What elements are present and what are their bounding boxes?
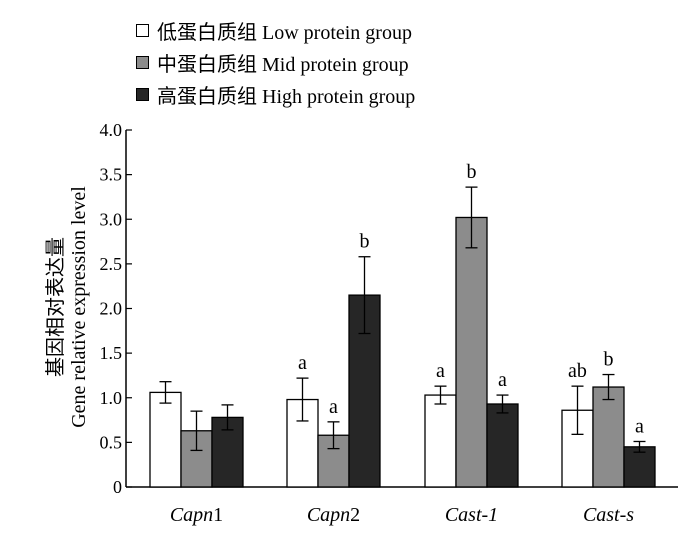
x-tick-label: Capn2 [307, 504, 360, 526]
x-tick-label: Cast-s [583, 504, 634, 526]
significance-label: b [360, 231, 370, 253]
bar [424, 394, 457, 488]
legend-item: 中蛋白质组 Mid protein group [136, 46, 415, 78]
y-axis-label-cn: 基因相对表达量 [44, 237, 67, 377]
legend-label: 低蛋白质组 Low protein group [157, 21, 412, 44]
legend-item: 高蛋白质组 High protein group [136, 78, 415, 110]
x-tick-label: Cast-1 [445, 504, 498, 526]
bar [592, 386, 625, 488]
significance-label: b [604, 349, 614, 371]
y-axis-label: 基因相对表达量 Gene relative expression level [44, 186, 90, 428]
significance-label: b [467, 161, 477, 183]
y-tick-label: 0 [113, 477, 122, 497]
legend-label: 高蛋白质组 High protein group [157, 85, 416, 108]
y-axis-label-en: Gene relative expression level [68, 186, 90, 428]
y-tick-label: 3.0 [100, 209, 123, 229]
y-tick-label: 4.0 [100, 120, 123, 140]
significance-label: a [498, 369, 507, 391]
bar [455, 216, 488, 488]
significance-label: ab [568, 360, 587, 382]
x-tick-label: Capn1 [170, 504, 223, 526]
legend-swatch [136, 23, 149, 37]
y-tick-label: 2.0 [100, 299, 123, 319]
significance-label: a [329, 396, 338, 418]
legend-swatch [136, 55, 149, 69]
legend-swatch [136, 87, 149, 101]
significance-label: a [298, 352, 307, 374]
y-tick-label: 1.5 [100, 343, 123, 363]
bar [486, 403, 519, 488]
legend-item: 低蛋白质组 Low protein group [136, 14, 415, 46]
y-tick-label: 1.0 [100, 388, 123, 408]
bar [149, 391, 182, 488]
significance-label: a [436, 360, 445, 382]
significance-label: a [635, 415, 644, 437]
legend-label: 中蛋白质组 Mid protein group [157, 53, 409, 76]
legend: 低蛋白质组 Low protein group 中蛋白质组 Mid protein… [136, 14, 415, 110]
y-tick-label: 0.5 [100, 432, 123, 452]
bar [623, 446, 656, 488]
y-tick-label: 2.5 [100, 254, 123, 274]
y-tick-label: 3.5 [100, 165, 123, 185]
